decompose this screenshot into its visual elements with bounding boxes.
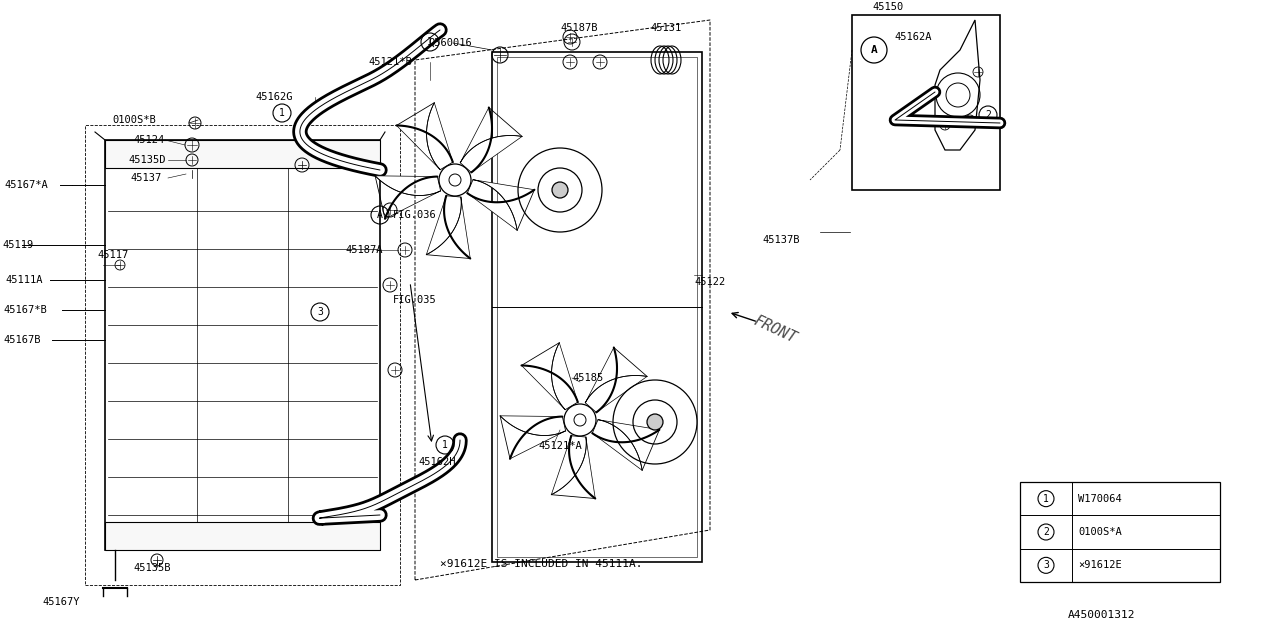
Text: ×91612E IS INCLUDED IN 45111A.: ×91612E IS INCLUDED IN 45111A. bbox=[440, 559, 643, 569]
Text: 45119: 45119 bbox=[3, 240, 33, 250]
Polygon shape bbox=[934, 20, 980, 150]
Bar bbox=[852, 15, 1000, 190]
Text: 45167Y: 45167Y bbox=[42, 597, 79, 607]
Text: 45117: 45117 bbox=[97, 250, 128, 260]
Text: 45162H: 45162H bbox=[419, 457, 456, 467]
Bar bbox=[497, 57, 698, 557]
Polygon shape bbox=[593, 420, 659, 470]
Text: 3: 3 bbox=[1043, 561, 1048, 570]
Text: FIG.036: FIG.036 bbox=[393, 210, 436, 220]
Text: Q560016: Q560016 bbox=[428, 38, 472, 48]
Text: FRONT: FRONT bbox=[751, 314, 799, 346]
Text: 45135D: 45135D bbox=[128, 155, 165, 165]
Text: 45121*A: 45121*A bbox=[538, 441, 581, 451]
Bar bbox=[1020, 482, 1220, 582]
Text: 1: 1 bbox=[442, 440, 448, 450]
Polygon shape bbox=[375, 176, 440, 219]
Bar bbox=[492, 52, 701, 562]
Text: A450001312: A450001312 bbox=[1068, 610, 1135, 620]
Text: 45121*B: 45121*B bbox=[369, 57, 412, 67]
Text: 45167*B: 45167*B bbox=[3, 305, 47, 315]
Text: 45187B: 45187B bbox=[561, 23, 598, 33]
Text: 45167B: 45167B bbox=[3, 335, 41, 345]
Text: A: A bbox=[870, 45, 877, 55]
Polygon shape bbox=[500, 416, 566, 459]
Text: 45135B: 45135B bbox=[133, 563, 170, 573]
Bar bbox=[84, 125, 399, 585]
Text: 2: 2 bbox=[986, 110, 991, 120]
Text: A: A bbox=[378, 210, 383, 220]
Polygon shape bbox=[585, 348, 648, 412]
Polygon shape bbox=[467, 180, 535, 230]
Text: 3: 3 bbox=[317, 307, 323, 317]
Circle shape bbox=[646, 414, 663, 430]
Polygon shape bbox=[461, 108, 522, 172]
Polygon shape bbox=[521, 343, 577, 410]
Text: ×91612E: ×91612E bbox=[1078, 561, 1121, 570]
Text: 45124: 45124 bbox=[133, 135, 164, 145]
Text: 45122: 45122 bbox=[694, 277, 726, 287]
Text: 45137B: 45137B bbox=[762, 235, 800, 245]
Text: 0100S*B: 0100S*B bbox=[113, 115, 156, 125]
Text: 0100S*A: 0100S*A bbox=[1078, 527, 1121, 537]
Polygon shape bbox=[552, 436, 595, 499]
Text: 45150: 45150 bbox=[872, 2, 904, 12]
Polygon shape bbox=[426, 196, 470, 259]
Text: 45111A: 45111A bbox=[5, 275, 42, 285]
Text: 45137: 45137 bbox=[131, 173, 161, 183]
Text: 1: 1 bbox=[1043, 493, 1048, 504]
Text: 45187A: 45187A bbox=[346, 245, 383, 255]
Text: 45162G: 45162G bbox=[255, 92, 293, 102]
Text: FIG.035: FIG.035 bbox=[393, 295, 436, 305]
Text: 45162A: 45162A bbox=[893, 32, 932, 42]
Text: W170064: W170064 bbox=[1078, 493, 1121, 504]
Circle shape bbox=[552, 182, 568, 198]
Bar bbox=[105, 140, 380, 550]
Polygon shape bbox=[397, 103, 453, 170]
Bar bbox=[105, 140, 380, 168]
Text: 45185: 45185 bbox=[572, 373, 603, 383]
Text: 1: 1 bbox=[428, 37, 433, 47]
Text: 45167*A: 45167*A bbox=[4, 180, 47, 190]
Text: 1: 1 bbox=[279, 108, 285, 118]
Text: 2: 2 bbox=[1043, 527, 1048, 537]
Bar bbox=[105, 522, 380, 550]
Text: 45131: 45131 bbox=[650, 23, 681, 33]
